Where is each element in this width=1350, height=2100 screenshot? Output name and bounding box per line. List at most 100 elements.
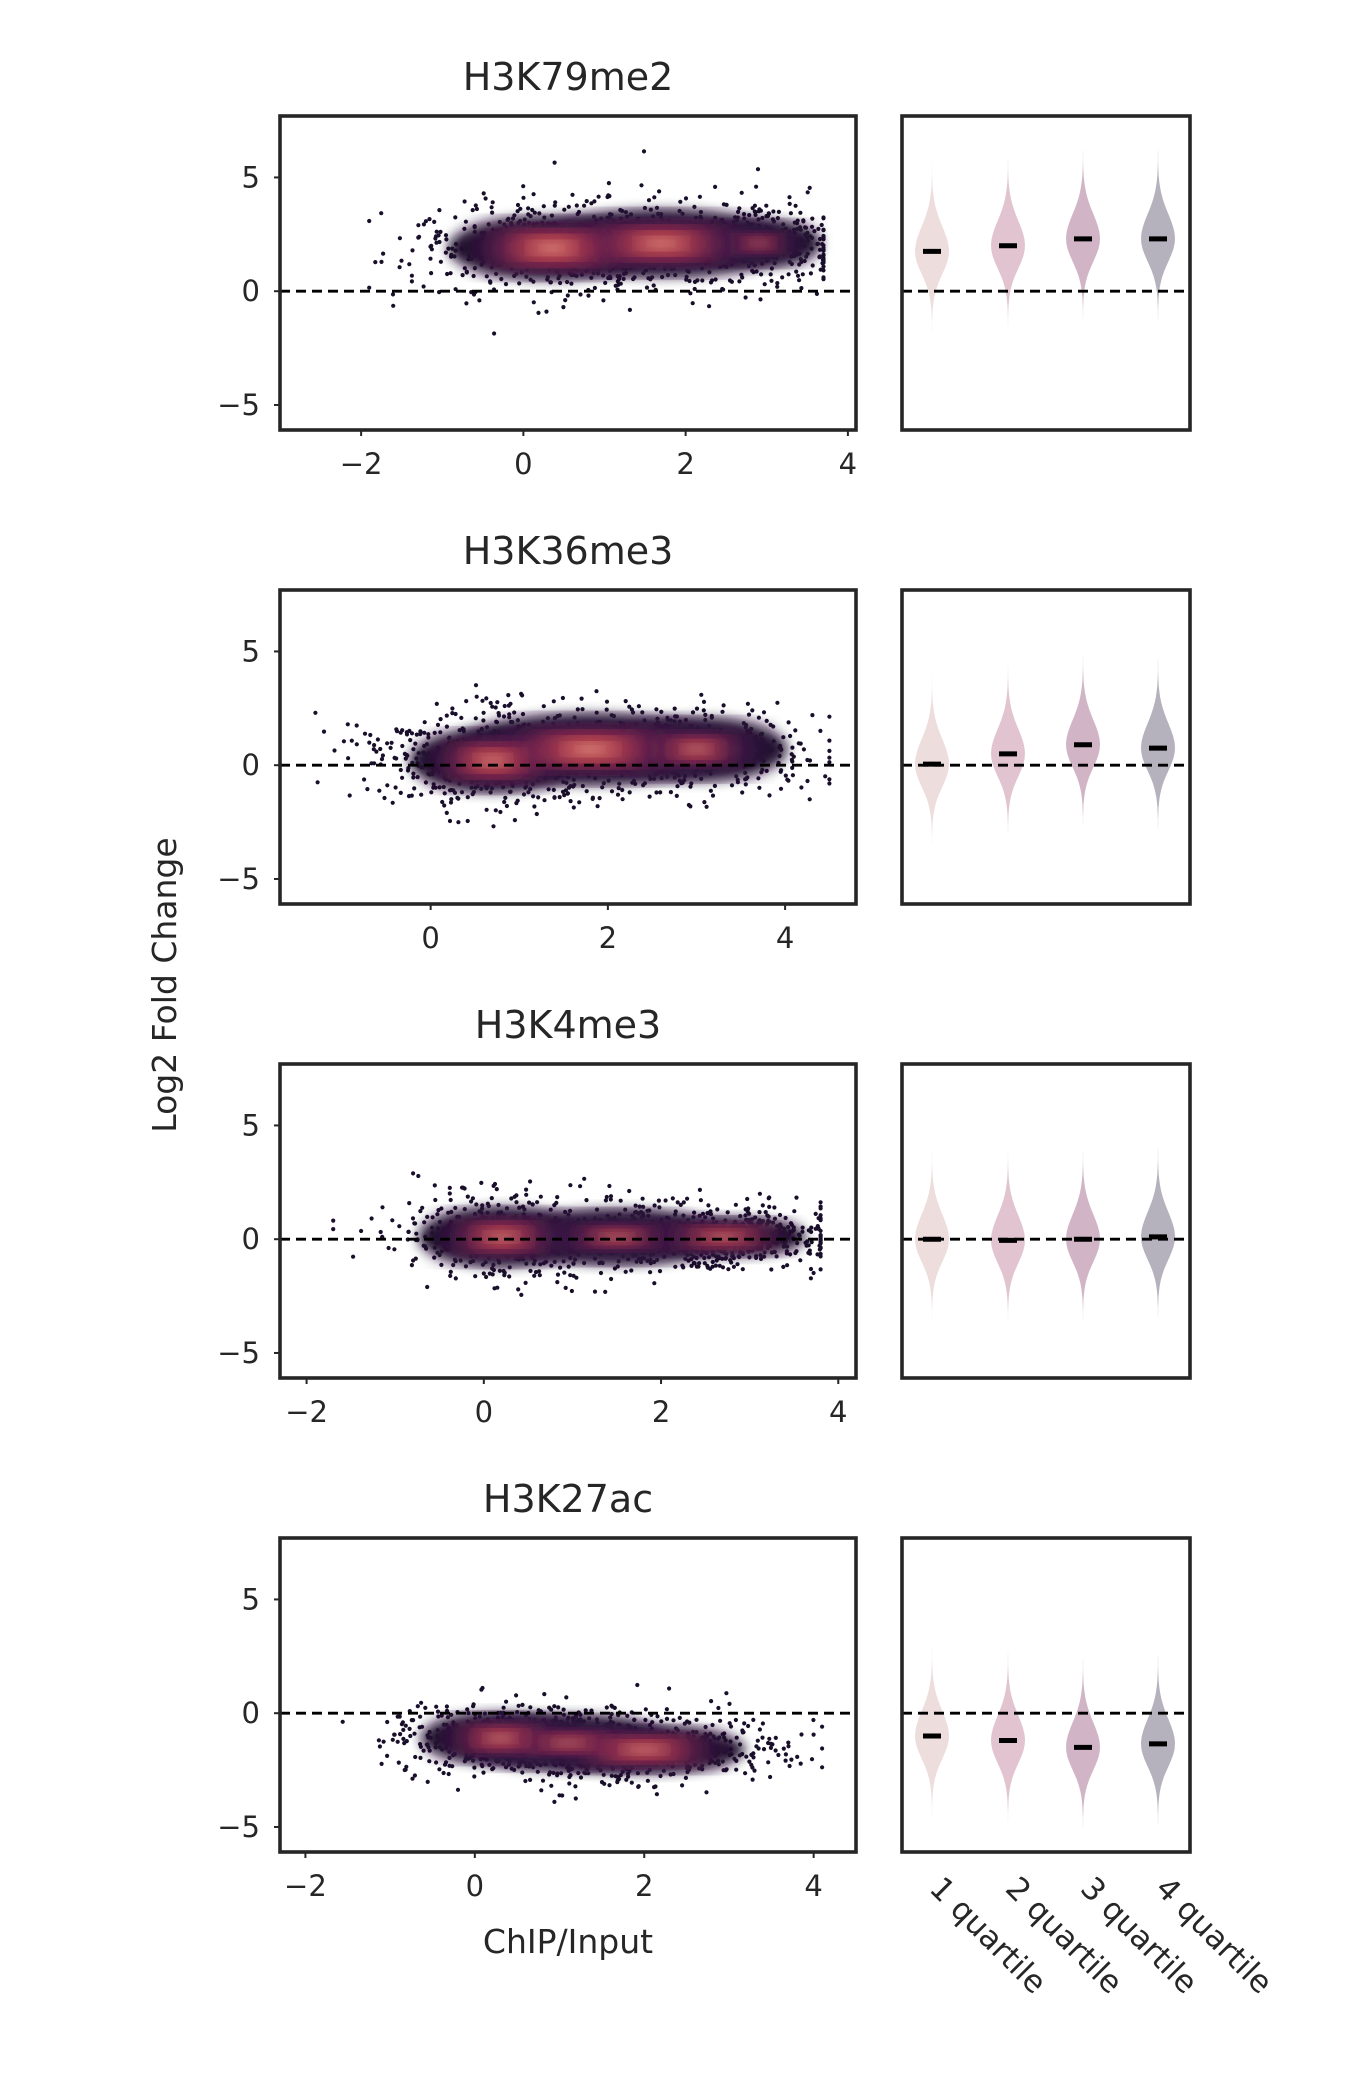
scatter-point xyxy=(654,707,659,712)
scatter-point xyxy=(786,272,791,277)
scatter-point xyxy=(506,693,511,698)
scatter-point xyxy=(351,1254,356,1259)
scatter-point xyxy=(552,1799,557,1804)
scatter-point xyxy=(437,208,442,213)
scatter-point xyxy=(519,691,524,696)
scatter-point xyxy=(710,793,716,798)
scatter-point xyxy=(817,255,822,260)
scatter-point xyxy=(438,717,443,722)
scatter-point xyxy=(497,1268,502,1273)
scatter-point xyxy=(472,1774,477,1779)
scatter-point xyxy=(492,331,497,336)
scatter-point xyxy=(520,1702,525,1707)
scatter-point xyxy=(574,1275,579,1280)
scatter-point xyxy=(659,709,664,715)
scatter-point xyxy=(772,1216,778,1221)
scatter-point xyxy=(532,804,537,809)
scatter-point xyxy=(717,1256,722,1261)
scatter-point xyxy=(820,242,825,247)
scatter-point xyxy=(438,229,443,234)
scatter-point xyxy=(390,1737,395,1742)
scatter-point xyxy=(395,1739,400,1744)
scatter-point xyxy=(412,786,417,791)
violin-panel xyxy=(900,1536,1192,1854)
scatter-point xyxy=(434,1704,439,1709)
y-tick-label: 5 xyxy=(242,1582,260,1616)
scatter-point xyxy=(803,1240,808,1245)
scatter-point xyxy=(601,1772,606,1777)
x-tick-label: −2 xyxy=(284,1869,327,1903)
scatter-point xyxy=(401,1727,406,1732)
scatter-point xyxy=(381,251,386,256)
scatter-point xyxy=(450,711,455,716)
scatter-point xyxy=(391,303,396,308)
x-axis-label: ChIP/Input xyxy=(483,1922,653,1961)
scatter-point xyxy=(523,1280,528,1285)
scatter-point xyxy=(584,199,589,204)
scatter-point xyxy=(818,1200,823,1205)
scatter-point xyxy=(423,219,428,224)
scatter-point xyxy=(442,803,447,808)
scatter-point xyxy=(664,1707,670,1712)
scatter-point xyxy=(596,194,601,199)
scatter-point xyxy=(501,1268,506,1274)
scatter-point xyxy=(552,795,557,800)
scatter-point xyxy=(639,183,644,188)
scatter-point xyxy=(354,723,359,728)
scatter-point xyxy=(787,1763,792,1769)
scatter-point xyxy=(443,233,449,238)
scatter-point xyxy=(721,202,727,207)
scatter-point xyxy=(770,1742,775,1747)
scatter-point xyxy=(724,1691,729,1696)
scatter-point xyxy=(624,1777,629,1782)
scatter-point xyxy=(698,1198,704,1203)
scatter-point xyxy=(752,209,757,214)
violin-4 xyxy=(1141,629,1175,853)
scatter-point xyxy=(735,1262,740,1267)
scatter-point xyxy=(484,274,489,279)
scatter-point xyxy=(541,204,546,209)
scatter-point xyxy=(380,1205,385,1210)
scatter-point xyxy=(385,1753,390,1758)
scatter-point xyxy=(683,196,689,201)
scatter-point xyxy=(790,745,795,750)
scatter-point xyxy=(487,1762,492,1767)
scatter-point xyxy=(747,213,752,218)
scatter-point xyxy=(397,1714,402,1719)
scatter-point xyxy=(627,307,633,312)
density-layer xyxy=(561,1741,575,1745)
scatter-point xyxy=(472,1765,477,1770)
scatter-point xyxy=(436,1208,441,1213)
scatter-point xyxy=(462,226,467,231)
scatter-point xyxy=(788,733,793,739)
scatter-point xyxy=(413,741,418,746)
scatter-point xyxy=(422,720,427,725)
scatter-point xyxy=(479,1180,484,1185)
scatter-point xyxy=(695,278,700,283)
scatter-point xyxy=(655,1714,660,1719)
scatter-point xyxy=(818,1233,823,1238)
scatter-point xyxy=(542,1692,547,1697)
scatter-point xyxy=(646,276,651,281)
scatter-point xyxy=(789,1757,794,1762)
scatter-point xyxy=(768,1745,774,1750)
scatter-point xyxy=(558,1265,563,1270)
scatter-point xyxy=(425,1214,430,1219)
scatter-point xyxy=(694,706,700,711)
scatter-point xyxy=(737,1254,742,1260)
scatter-point xyxy=(435,722,441,728)
scatter-point xyxy=(490,200,495,205)
scatter-point xyxy=(809,1225,814,1230)
scatter-point xyxy=(420,1205,425,1210)
scatter-point xyxy=(537,1273,542,1278)
scatter-point xyxy=(743,295,748,300)
scatter-point xyxy=(729,279,735,284)
scatter-point xyxy=(759,272,764,277)
scatter-point xyxy=(552,1704,557,1709)
scatter-point xyxy=(580,783,585,789)
scatter-point xyxy=(769,278,774,283)
scatter-point xyxy=(761,1747,767,1752)
scatter-point xyxy=(815,1252,820,1257)
scatter-point xyxy=(571,1261,576,1266)
scatter-point xyxy=(677,1715,682,1720)
